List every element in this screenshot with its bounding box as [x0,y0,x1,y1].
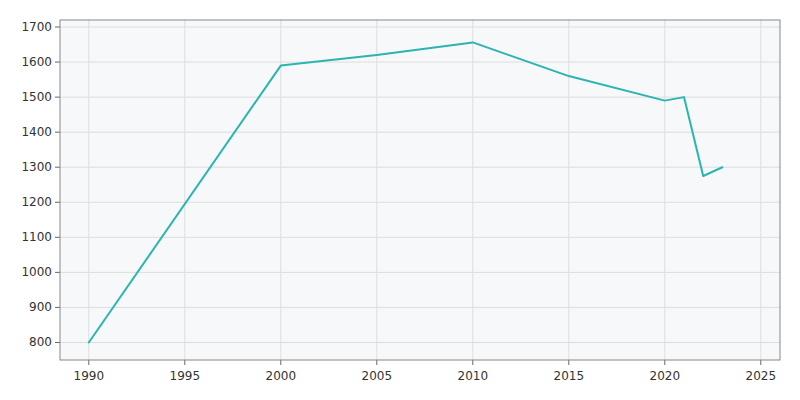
y-tick-label: 900 [29,300,52,314]
x-tick [184,360,185,365]
x-grid-line [280,20,281,360]
y-tick [55,237,60,238]
y-tick [55,132,60,133]
data [89,42,723,342]
x-tick-label: 2000 [266,369,297,383]
y-grid-line [60,97,780,98]
x-tick-label: 2015 [554,369,585,383]
x-tick [376,360,377,365]
x-tick [472,360,473,365]
x-tick-label: 2010 [458,369,489,383]
x-tick [568,360,569,365]
population-line [89,42,723,342]
y-tick-label: 1300 [21,160,52,174]
y-tick-label: 1700 [21,20,52,34]
y-tick [55,97,60,98]
y-grid-line [60,237,780,238]
plot-frame [60,20,780,360]
y-tick [55,27,60,28]
y-tick-label: 1600 [21,55,52,69]
x-grid-line [760,20,761,360]
grid [60,20,780,360]
y-grid-line [60,167,780,168]
x-tick [760,360,761,365]
plot-background [60,20,780,360]
x-tick [664,360,665,365]
x-tick-label: 2020 [650,369,681,383]
x-grid-line [568,20,569,360]
x-tick [280,360,281,365]
y-grid-line [60,307,780,308]
y-tick-label: 800 [29,335,52,349]
y-grid-line [60,27,780,28]
y-tick [55,307,60,308]
tick-labels: 1990 1995 2000 2005 2010 2015 2020 2025 800 900 10… [21,20,776,383]
y-tick [55,272,60,273]
x-tick-label: 1990 [74,369,105,383]
y-grid-line [60,202,780,203]
y-grid-line [60,272,780,273]
x-grid-line [184,20,185,360]
y-tick-label: 1000 [21,265,52,279]
y-tick-label: 1400 [21,125,52,139]
y-grid-line [60,132,780,133]
x-grid-line [376,20,377,360]
y-grid-line [60,342,780,343]
x-tick-label: 1995 [170,369,201,383]
x-grid-line [472,20,473,360]
x-grid-line [88,20,89,360]
y-grid-line [60,62,780,63]
y-tick [55,342,60,343]
y-tick [55,202,60,203]
x-tick-label: 2025 [746,369,777,383]
y-tick [55,62,60,63]
y-tick [55,167,60,168]
y-tick-label: 1100 [21,230,52,244]
y-tick-label: 1500 [21,90,52,104]
x-tick [88,360,89,365]
x-tick-label: 2005 [362,369,393,383]
x-grid-line [664,20,665,360]
chart: 1990 1995 2000 2005 2010 2015 2020 2025 800 900 10… [0,0,800,400]
y-tick-label: 1200 [21,195,52,209]
